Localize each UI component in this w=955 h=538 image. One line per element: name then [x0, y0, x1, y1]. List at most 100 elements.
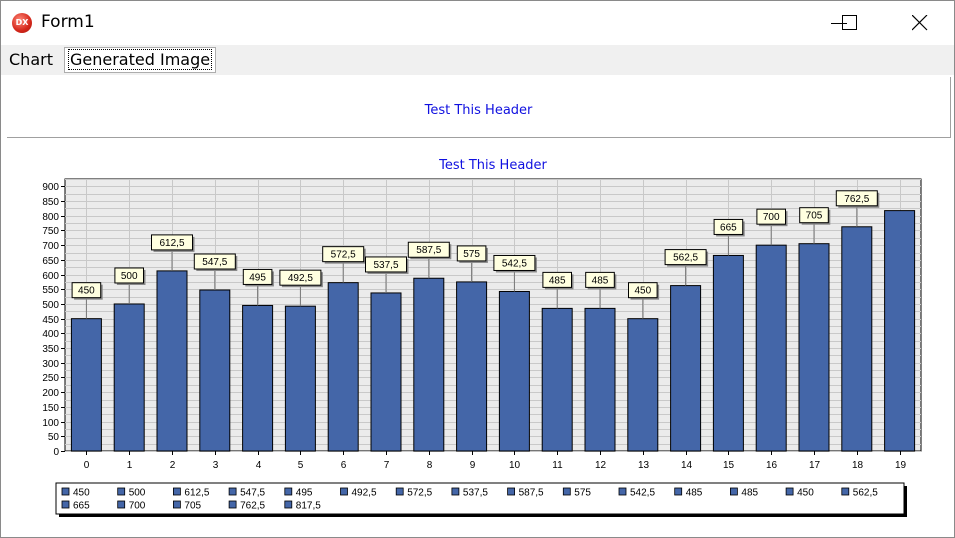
- data-label-box: [193, 253, 236, 270]
- bar: [627, 318, 659, 452]
- y-tick-label: 700: [42, 241, 59, 252]
- legend-swatch: [228, 500, 237, 509]
- data-label-box: [835, 190, 878, 207]
- legend-item: 612,5: [184, 488, 209, 499]
- legend-item: 450: [797, 488, 814, 499]
- legend-swatch: [730, 487, 738, 496]
- x-tick-label: 10: [509, 460, 521, 471]
- data-label: 572,5: [331, 250, 356, 261]
- bar: [798, 243, 830, 452]
- legend-item: 542,5: [630, 488, 655, 499]
- bar: [712, 254, 744, 452]
- data-label: 492,5: [288, 273, 313, 284]
- legend-swatch: [340, 487, 348, 496]
- data-label: 700: [763, 212, 780, 223]
- bar: [670, 285, 702, 452]
- tab-bar: Chart Generated Image: [1, 45, 954, 75]
- bar: [884, 210, 916, 452]
- data-label: 705: [806, 211, 823, 222]
- minimize-button[interactable]: [816, 1, 862, 45]
- data-label-box: [71, 282, 102, 299]
- data-label-box: [493, 254, 536, 271]
- legend-item: 495: [296, 488, 313, 499]
- legend-item: 500: [129, 488, 146, 499]
- legend-swatch: [61, 487, 70, 496]
- data-label-box: [799, 207, 829, 224]
- data-label-box: [664, 249, 707, 266]
- data-label-box: [456, 245, 487, 262]
- legend-swatch: [395, 487, 404, 496]
- header-text: Test This Header: [424, 103, 533, 118]
- data-label: 562,5: [673, 253, 698, 264]
- x-tick-label: 11: [552, 460, 563, 471]
- data-label-box: [114, 267, 145, 284]
- data-label: 495: [249, 272, 266, 283]
- data-label-box: [407, 241, 450, 258]
- minimize-icon: [831, 23, 847, 24]
- legend-item: 485: [686, 488, 703, 499]
- data-label: 575: [463, 249, 480, 260]
- legend-swatch: [841, 487, 850, 496]
- y-tick-label: 0: [53, 447, 59, 458]
- x-tick-label: 15: [723, 460, 735, 471]
- data-label: 612,5: [159, 238, 184, 249]
- y-tick-label: 200: [42, 388, 59, 399]
- y-tick-label: 350: [42, 344, 59, 355]
- data-label-box: [542, 271, 573, 288]
- close-button[interactable]: [897, 1, 943, 45]
- y-tick-label: 500: [42, 300, 59, 311]
- bar: [498, 290, 530, 452]
- data-label: 542,5: [502, 258, 527, 269]
- generated-image-panel: Test This Header Test This Header 0 50 100 1…: [3, 75, 951, 535]
- legend-item: 700: [129, 501, 146, 512]
- data-label: 537,5: [373, 260, 398, 271]
- bar: [327, 282, 359, 452]
- y-tick-label: 250: [42, 373, 59, 384]
- data-label: 450: [78, 286, 95, 297]
- close-icon: [912, 15, 928, 31]
- legend-item: 562,5: [853, 488, 878, 499]
- data-label: 665: [720, 222, 737, 233]
- y-tick-label: 100: [42, 418, 59, 429]
- legend-swatch: [674, 487, 683, 496]
- y-tick-label: 50: [48, 432, 60, 443]
- plot-area: [64, 178, 922, 452]
- bar: [584, 307, 616, 452]
- y-tick-label: 650: [42, 256, 59, 267]
- y-tick-label: 300: [42, 359, 59, 370]
- legend-swatch: [618, 487, 627, 496]
- chart-title: Test This Header: [438, 158, 547, 173]
- bar: [242, 304, 274, 452]
- bar: [413, 277, 445, 452]
- bar-chart: Test This Header050100150200250300350400…: [42, 158, 922, 517]
- title-bar: DX Form1: [1, 1, 954, 45]
- legend-item: 537,5: [463, 488, 488, 499]
- data-label-box: [365, 256, 407, 273]
- y-tick-label: 850: [42, 197, 59, 208]
- maximize-button[interactable]: [827, 1, 873, 45]
- data-label: 485: [592, 275, 609, 286]
- y-tick-label: 900: [42, 182, 59, 193]
- data-label-box: [322, 246, 365, 263]
- legend-swatch: [61, 500, 70, 509]
- x-tick-label: 7: [384, 460, 390, 471]
- legend-swatch: [117, 500, 126, 509]
- app-icon: DX: [12, 13, 32, 33]
- bar: [841, 226, 873, 452]
- data-label: 500: [121, 271, 138, 282]
- data-label-box: [242, 268, 273, 285]
- y-tick-label: 550: [42, 285, 59, 296]
- tab-chart[interactable]: Chart: [9, 50, 53, 69]
- legend-item: 450: [73, 488, 90, 499]
- tab-generated-image[interactable]: Generated Image: [64, 47, 217, 73]
- data-label-box: [713, 218, 744, 235]
- data-label: 587,5: [416, 245, 441, 256]
- x-tick-label: 19: [895, 460, 907, 471]
- legend-item: 817,5: [296, 501, 321, 512]
- legend-swatch: [284, 487, 293, 496]
- x-tick-label: 6: [341, 460, 347, 471]
- legend-item: 705: [184, 501, 201, 512]
- y-tick-label: 750: [42, 226, 59, 237]
- data-label-box: [151, 234, 193, 251]
